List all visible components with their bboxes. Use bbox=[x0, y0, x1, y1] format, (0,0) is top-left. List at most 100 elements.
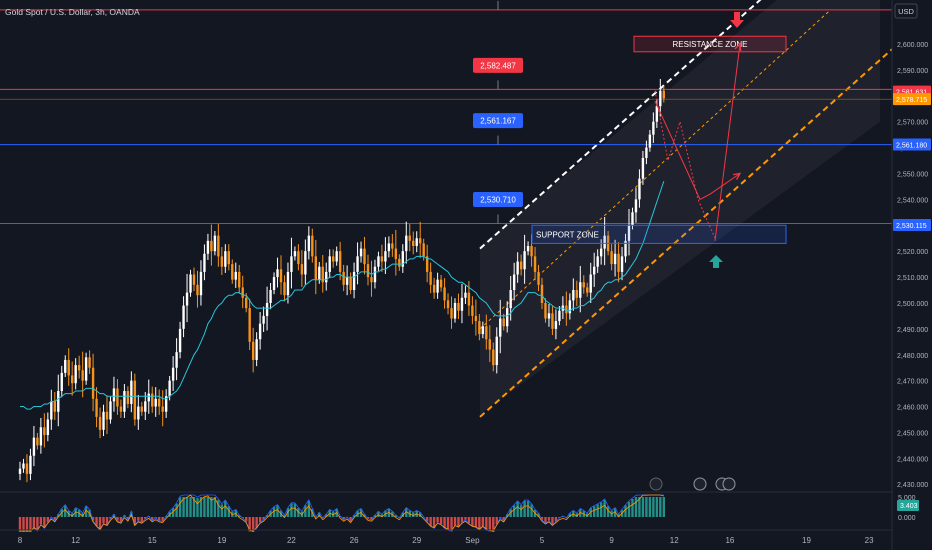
candle-body bbox=[217, 235, 220, 257]
time-tick-label: 26 bbox=[350, 536, 359, 545]
candle-body bbox=[227, 251, 230, 265]
signal-line bbox=[20, 494, 664, 532]
candle-body bbox=[533, 256, 537, 272]
candle-body bbox=[575, 290, 578, 298]
price-tag bbox=[893, 138, 931, 151]
histogram-bar bbox=[283, 515, 286, 517]
candle-body bbox=[530, 246, 533, 257]
candle-body bbox=[164, 396, 168, 412]
down-arrow-marker-head bbox=[730, 20, 744, 28]
histogram-bar bbox=[412, 512, 415, 517]
candle-body bbox=[112, 388, 116, 402]
histogram-bar bbox=[467, 517, 471, 524]
histogram-bar bbox=[655, 497, 659, 517]
projection-up-line bbox=[714, 43, 741, 241]
time-tick-label: 5 bbox=[540, 536, 545, 545]
candle-body bbox=[589, 274, 592, 293]
candle-body bbox=[74, 365, 77, 384]
histogram-bar bbox=[495, 517, 498, 525]
candle-body bbox=[203, 253, 206, 272]
histogram-bar bbox=[71, 513, 74, 517]
histogram-bar bbox=[429, 517, 432, 526]
candle-body bbox=[499, 318, 502, 337]
candle-body bbox=[384, 251, 387, 262]
candle-body bbox=[453, 302, 457, 319]
candle-body bbox=[366, 264, 370, 278]
currency-label: USD bbox=[898, 7, 914, 16]
candle-body bbox=[60, 372, 63, 392]
candle-body bbox=[206, 240, 210, 254]
level-label: 2,530.710 bbox=[480, 195, 516, 204]
candle-body bbox=[168, 380, 171, 397]
level-label-box bbox=[473, 191, 523, 207]
oscillator-layer bbox=[18, 494, 665, 532]
candle-body bbox=[506, 308, 509, 327]
candle-body bbox=[638, 178, 641, 200]
candle-body bbox=[220, 256, 224, 267]
histogram-bar bbox=[238, 515, 241, 517]
histogram-bar bbox=[290, 503, 293, 517]
histogram-bar bbox=[318, 512, 321, 517]
histogram-bar bbox=[401, 512, 404, 517]
candle-body bbox=[586, 287, 589, 293]
price-tag-label: 2,581.631 bbox=[896, 90, 927, 97]
zone-box bbox=[531, 224, 787, 244]
candle-body bbox=[307, 235, 311, 252]
time-tick-label: 15 bbox=[148, 536, 157, 545]
candle-body bbox=[332, 256, 335, 262]
candle-body bbox=[492, 349, 495, 366]
histogram-bar bbox=[185, 497, 189, 517]
histogram-bar bbox=[370, 517, 373, 520]
candle-body bbox=[568, 300, 572, 314]
candle-body bbox=[620, 256, 624, 272]
candle-body bbox=[67, 359, 70, 376]
histogram-bar bbox=[36, 517, 39, 531]
price-axis[interactable]: USD2,600.0002,590.0002,580.0002,570.0002… bbox=[891, 0, 932, 550]
candle-body bbox=[130, 380, 133, 404]
candle-body bbox=[540, 284, 544, 303]
event-icon bbox=[722, 477, 736, 491]
histogram-bar bbox=[641, 497, 645, 517]
candle-body bbox=[495, 336, 498, 366]
histogram-bar bbox=[98, 517, 102, 530]
candle-body bbox=[634, 199, 638, 213]
up-arrow-marker bbox=[713, 262, 719, 268]
projection-down-dotted bbox=[654, 90, 716, 239]
histogram-bar bbox=[443, 517, 446, 528]
histogram-bar bbox=[265, 515, 269, 517]
time-tick-label: 12 bbox=[670, 536, 679, 545]
candle-body bbox=[429, 271, 432, 285]
annotation-layer: RESISTANCE ZONE SUPPORT ZONE bbox=[531, 12, 787, 491]
histogram-bar bbox=[84, 506, 88, 517]
price-tick-label: 2,460.000 bbox=[897, 405, 928, 412]
candle-body bbox=[50, 401, 53, 420]
candle-body bbox=[140, 406, 143, 412]
candle-body bbox=[210, 240, 213, 252]
histogram-bar bbox=[617, 514, 620, 517]
candle-body bbox=[43, 427, 46, 436]
candle-body bbox=[450, 308, 453, 319]
candle-body bbox=[457, 302, 460, 311]
candle-body bbox=[199, 271, 203, 296]
candle-body bbox=[502, 318, 505, 327]
candle-body bbox=[659, 90, 662, 107]
osc-tick-label: 0.000 bbox=[898, 515, 916, 522]
price-tick-label: 2,480.000 bbox=[897, 353, 928, 360]
candle-body bbox=[412, 240, 415, 246]
histogram-bar bbox=[603, 499, 606, 517]
candle-body bbox=[380, 256, 384, 262]
candle-body bbox=[603, 235, 606, 249]
candle-body bbox=[582, 282, 585, 288]
histogram-bar bbox=[624, 505, 627, 517]
price-tick-label: 2,520.000 bbox=[897, 249, 928, 256]
osc-tick-label: 5.000 bbox=[898, 495, 916, 502]
candle-body bbox=[478, 321, 481, 335]
candle-body bbox=[335, 251, 338, 262]
histogram-bar bbox=[203, 497, 206, 517]
time-axis[interactable]: 8121519222629Sep591216192326 bbox=[0, 491, 932, 545]
histogram-bar bbox=[144, 517, 147, 519]
event-icon bbox=[649, 477, 663, 491]
channel-upper-line bbox=[479, 0, 762, 250]
histogram-bar bbox=[137, 517, 140, 521]
